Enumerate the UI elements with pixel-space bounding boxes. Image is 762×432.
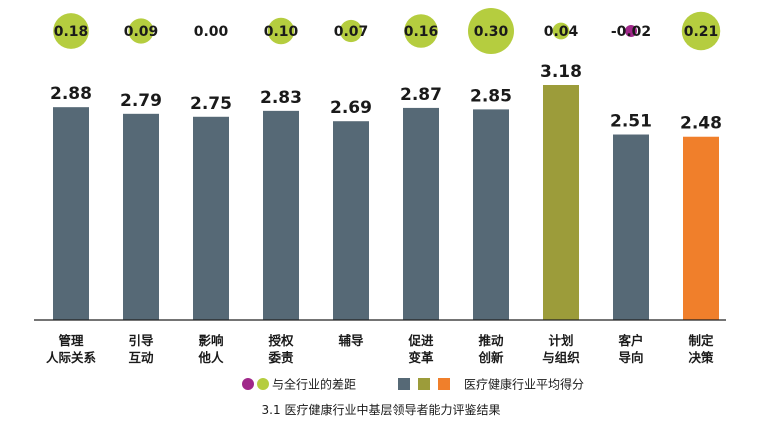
legend-swatch-circle [257,378,269,390]
category-label: 变革 [408,350,434,365]
bar [263,110,299,320]
bar-value-label: 2.88 [50,84,92,104]
diff-label: 0.07 [334,24,369,40]
diff-bubble [267,17,295,45]
category-label: 与组织 [542,350,580,365]
bar-value-label: 2.87 [400,85,442,105]
diff-bubble [625,25,637,37]
diff-bubble [404,14,438,48]
legend-swatch-square [418,378,430,390]
category-label: 制定 [688,333,714,348]
chart-caption: 3.1 医疗健康行业中基层领导者能力评鉴结果 [262,402,501,417]
category-label: 引导 [128,333,154,348]
diff-label: 0.09 [124,24,159,40]
category-label: 互动 [128,350,154,365]
bar [123,113,159,320]
legend-label: 与全行业的差距 [272,377,356,392]
bar-value-label: 2.75 [190,94,232,114]
bar-value-label: 3.18 [540,62,582,82]
diff-bubble [681,11,721,51]
diff-label: 0.16 [404,24,439,40]
category-label: 客户 [617,333,643,348]
legend-label: 医疗健康行业平均得分 [464,377,584,392]
diff-bubble [128,18,154,44]
diff-label: -0.02 [611,24,651,40]
bar-value-label: 2.83 [260,88,302,108]
category-label: 导向 [618,350,643,365]
category-label: 管理 [58,333,84,348]
bar [543,85,579,320]
bar [403,107,439,320]
bar [473,109,509,320]
category-label: 辅导 [338,333,364,348]
category-label: 促进 [407,333,434,348]
legend-swatch-circle [242,378,254,390]
diff-label: 0.00 [194,24,229,40]
bar [613,134,649,320]
category-label: 影响 [198,333,223,348]
category-label: 创新 [477,350,504,365]
bar-value-label: 2.85 [470,86,512,106]
bar-value-label: 2.48 [680,114,722,134]
category-label: 计划 [548,333,573,348]
bar-value-label: 2.51 [610,112,652,132]
diff-label: 0.18 [54,24,89,40]
category-label: 委责 [267,350,294,365]
category-label: 决策 [688,350,714,365]
category-label: 他人 [197,350,224,365]
bar [193,116,229,320]
bar [53,107,89,320]
bar-value-label: 2.79 [120,91,162,111]
diff-bubble [339,19,363,43]
bar [683,136,719,320]
bar [333,121,369,320]
category-label: 授权 [268,333,294,348]
diff-label: 0.10 [264,24,299,40]
category-label: 人际关系 [46,350,97,365]
bar-value-label: 2.69 [330,98,372,118]
category-label: 推动 [478,333,504,348]
legend-swatch-square [398,378,410,390]
diff-bubble [552,22,570,40]
diff-label: 0.21 [684,24,719,40]
legend-swatch-square [438,378,450,390]
diff-label: 0.04 [544,24,579,40]
diff-bubble [468,8,514,54]
diff-bubble [53,13,89,49]
diff-label: 0.30 [474,24,509,40]
